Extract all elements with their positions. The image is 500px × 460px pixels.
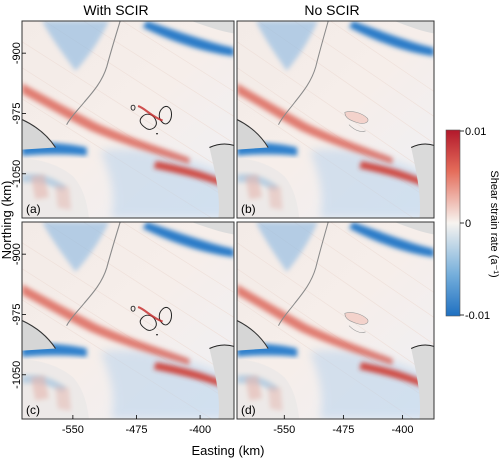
colorbar-tick-zero: 0 [465,218,471,230]
panel-d: (d) [236,221,435,420]
panel-a: (a) [21,20,235,219]
panel-c: (c) [21,221,235,420]
x-tick-label: -550 [273,424,295,436]
colorbar: 0.01 0 -0.01 Shear strain rate (a⁻¹) [445,126,500,322]
y-tick-label: -900 [11,243,23,265]
y-axis-ticks-bottom: -900 -975 -1050 [11,243,26,389]
panel-b: (b) [236,20,435,219]
x-axis-ticks-left: -550 -475 -400 [62,415,211,436]
x-tick-label: -475 [125,424,147,436]
colorbar-tick-min: -0.01 [465,310,490,322]
x-tick-label: -550 [62,424,84,436]
colorbar-gradient [445,129,461,317]
y-axis-ticks-top: -900 -975 -1050 [11,42,26,188]
y-tick-label: -1050 [11,160,23,188]
panel-label-b: (b) [241,202,256,216]
x-axis-label: Easting (km) [192,443,265,458]
panel-label-d: (d) [241,403,256,417]
column-title-with-scir: With SCIR [83,2,148,18]
column-title-no-scir: No SCIR [304,2,359,18]
x-tick-label: -400 [391,424,413,436]
y-tick-label: -975 [11,102,23,124]
y-tick-label: -975 [11,303,23,325]
y-tick-label: -1050 [11,361,23,389]
x-tick-label: -400 [189,424,211,436]
x-tick-label: -475 [332,424,354,436]
panel-label-a: (a) [26,202,41,216]
panel-label-c: (c) [26,403,40,417]
y-axis-label: Northing (km) [0,181,14,260]
x-axis-ticks-right: -550 -475 -400 [273,415,413,436]
colorbar-label: Shear strain rate (a⁻¹) [488,170,500,277]
y-tick-label: -900 [11,42,23,64]
colorbar-tick-max: 0.01 [465,126,486,138]
